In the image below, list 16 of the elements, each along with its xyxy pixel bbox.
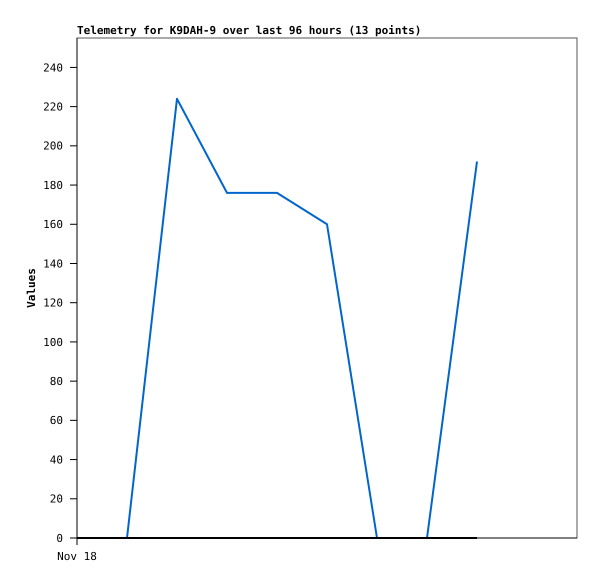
y-tick-label: 240 <box>43 61 63 74</box>
y-tick-label: 140 <box>43 257 63 270</box>
y-tick-label: 40 <box>50 453 63 466</box>
y-tick-label: 80 <box>50 374 63 388</box>
x-tick-label: Nov 18 <box>57 550 97 563</box>
y-tick-label: 220 <box>43 100 63 114</box>
y-tick-label: 100 <box>43 336 63 349</box>
chart-title: Telemetry for K9DAH-9 over last 96 hours (13 points) <box>77 24 422 37</box>
y-tick-label: 20 <box>50 492 63 506</box>
y-tick-label: 200 <box>43 140 63 153</box>
y-tick-label: 0 <box>56 532 63 545</box>
y-tick-label: 120 <box>43 296 63 310</box>
y-tick-label: 60 <box>50 414 63 428</box>
y-axis-title: Values <box>25 268 38 308</box>
y-tick-label: 180 <box>43 178 63 192</box>
y-tick-label: 160 <box>43 218 63 232</box>
